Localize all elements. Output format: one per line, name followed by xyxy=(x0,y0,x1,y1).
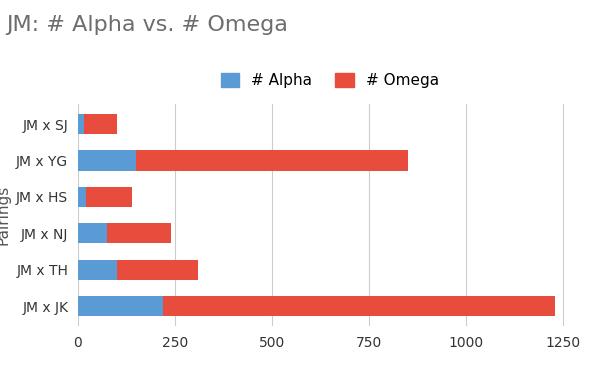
Text: JM: # Alpha vs. # Omega: JM: # Alpha vs. # Omega xyxy=(6,15,288,35)
Bar xyxy=(78,296,163,316)
Bar xyxy=(78,114,84,134)
Bar xyxy=(163,296,555,316)
Bar xyxy=(78,223,107,243)
Bar xyxy=(78,187,86,207)
Bar xyxy=(78,260,117,280)
Bar xyxy=(107,223,171,243)
Bar xyxy=(86,187,132,207)
Bar xyxy=(78,151,136,171)
Legend: # Alpha, # Omega: # Alpha, # Omega xyxy=(215,67,445,94)
Y-axis label: Pairings: Pairings xyxy=(0,185,11,245)
Bar xyxy=(84,114,117,134)
Bar xyxy=(136,151,407,171)
Bar xyxy=(117,260,198,280)
